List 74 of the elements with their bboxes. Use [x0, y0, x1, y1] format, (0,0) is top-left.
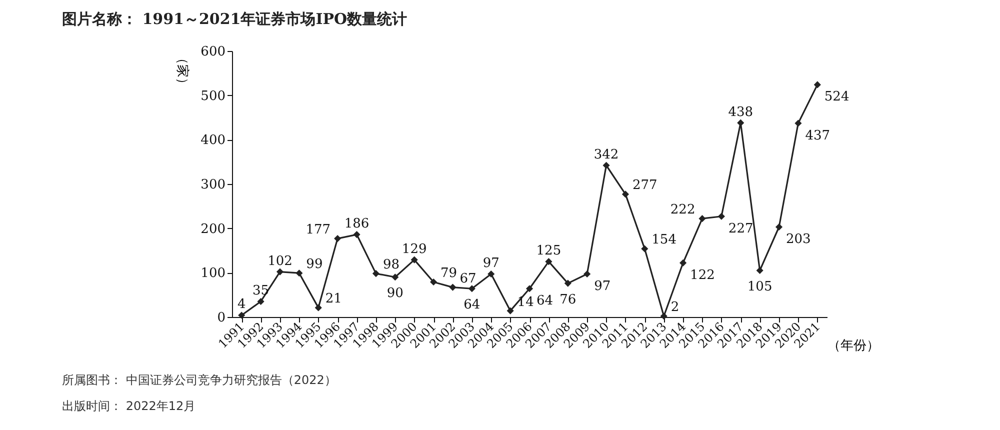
data-label: 154: [652, 232, 676, 248]
text: 所属图书： 中国证券公司竞争力研究报告（2022）: [62, 372, 336, 389]
point: [353, 231, 360, 238]
data-label: 21: [325, 292, 342, 307]
data-label: 227: [728, 221, 754, 236]
data-label: 102: [268, 254, 292, 269]
data-label: 105: [747, 279, 772, 294]
point: [794, 120, 802, 127]
point: [276, 268, 284, 276]
point: [698, 215, 706, 222]
data-label: 14: [517, 294, 534, 310]
point: [584, 270, 591, 278]
point: [314, 304, 322, 312]
point: [238, 312, 246, 319]
point: [506, 307, 514, 314]
data-label: 64: [464, 298, 480, 313]
data-label: 76: [560, 292, 576, 308]
data-label: 35: [252, 283, 270, 298]
y-tick-label: 200: [200, 222, 226, 237]
data-label: 122: [690, 268, 715, 283]
data-label: 4: [237, 297, 246, 312]
data-label: 342: [594, 147, 619, 162]
point: [602, 162, 610, 169]
data-label: 99: [306, 257, 323, 272]
point: [775, 223, 783, 231]
data-label: 524: [824, 90, 850, 105]
point: [392, 274, 399, 281]
point: [257, 298, 264, 306]
point: [449, 284, 456, 291]
data-label: 277: [632, 178, 658, 194]
y-axis-title: （家）: [174, 52, 190, 90]
point: [410, 256, 418, 264]
point: [468, 285, 476, 292]
point: [564, 280, 572, 287]
x-axis-title: （年份）: [828, 338, 880, 354]
point: [526, 285, 534, 292]
point: [334, 234, 342, 242]
data-label: 79: [440, 266, 458, 281]
data-label: 177: [306, 222, 331, 238]
point: [488, 270, 495, 278]
data-label: 64: [536, 294, 554, 309]
y-tick-label: 600: [200, 44, 226, 60]
data-label: 186: [344, 216, 370, 232]
point: [680, 259, 687, 266]
point: [660, 312, 668, 320]
point: [641, 245, 648, 252]
data-label: 97: [482, 256, 500, 271]
y-tick-label: 400: [200, 133, 226, 148]
point: [718, 212, 725, 220]
chart-title: 图片名称： 1991～2021年证券市场IPO数量统计: [62, 10, 408, 29]
data-label: 222: [670, 202, 696, 218]
data-label: 90: [386, 286, 404, 302]
data-label: 98: [382, 258, 400, 273]
point: [737, 119, 744, 126]
y-tick-label: 100: [200, 266, 226, 282]
data-label: 125: [536, 244, 562, 259]
point: [622, 190, 630, 198]
data-label: 97: [594, 278, 611, 294]
data-label: 129: [402, 242, 427, 257]
point: [756, 266, 764, 274]
data-label: 67: [460, 271, 476, 286]
point: [545, 258, 552, 266]
data-label: 437: [805, 128, 830, 144]
point: [430, 278, 438, 286]
point: [296, 270, 303, 277]
point: [814, 81, 821, 88]
data-label: 203: [786, 232, 811, 248]
point: [372, 270, 380, 278]
y-tick-label: 0: [217, 310, 226, 326]
text: 出版时间： 2022年12月: [62, 398, 196, 415]
data-label: 2: [670, 300, 680, 316]
y-tick-label: 300: [200, 178, 226, 192]
y-tick-label: 500: [200, 88, 226, 104]
data-label: 438: [728, 104, 754, 120]
